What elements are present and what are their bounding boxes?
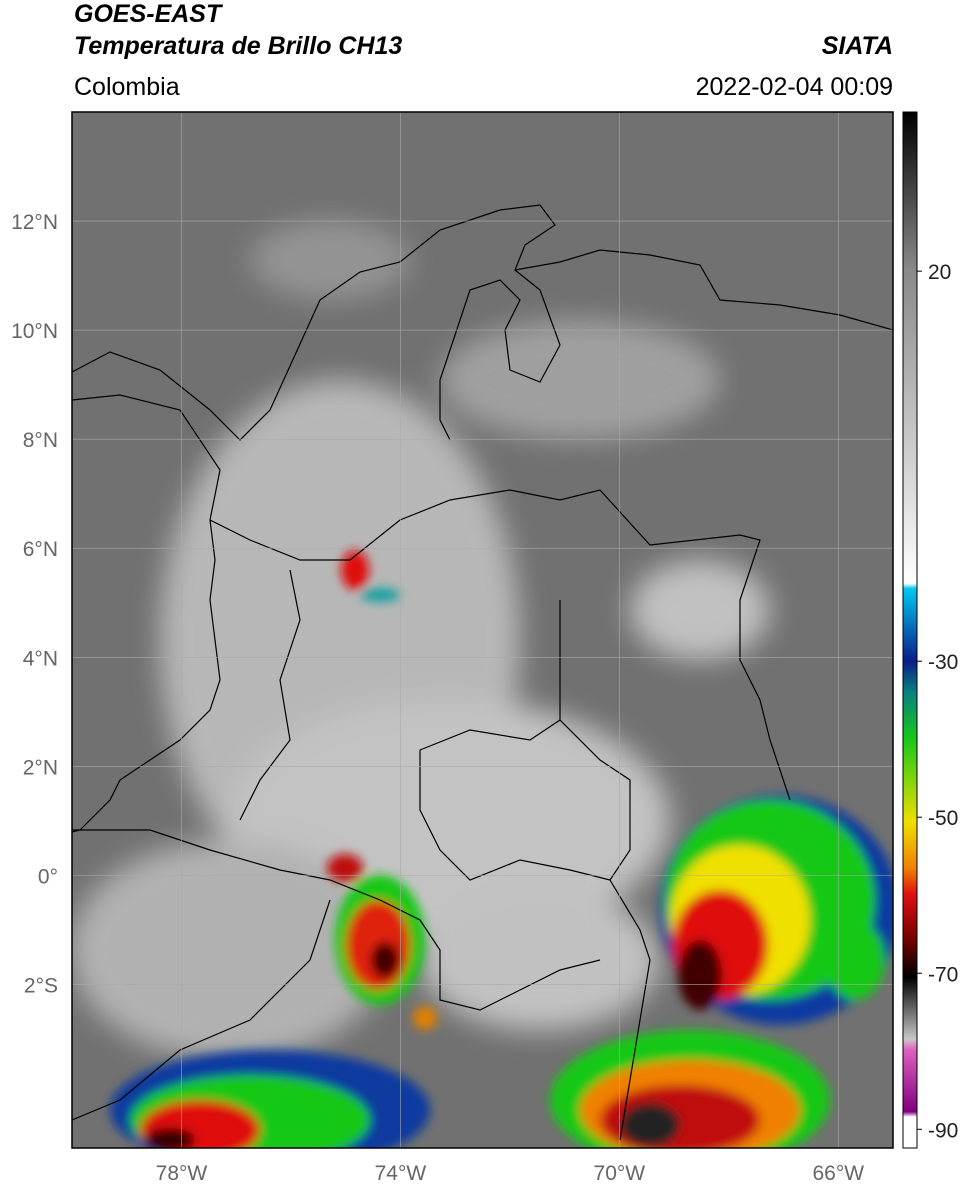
title: GOES-EAST (74, 0, 224, 28)
agency: SIATA (822, 32, 893, 60)
lat-tick-label: 4°N (23, 647, 58, 670)
lon-tick-label: 70°W (594, 1162, 646, 1185)
colorbar-tick-label: 20 (928, 261, 951, 284)
region: Colombia (74, 73, 180, 101)
colorbar-tick-label: -50 (928, 807, 958, 830)
lat-tick-label: 2°S (24, 974, 58, 997)
colorbar-tick-label: -30 (928, 651, 958, 674)
map-frame (71, 111, 894, 1149)
colorbar (902, 111, 918, 1149)
datetime: 2022-02-04 00:09 (696, 73, 893, 101)
tick-layer: 12°N 10°N 8°N 6°N 4°N 2°N 0° 2°S 78°W 74°W 70°W 66°… (11, 211, 958, 1185)
colorbar-tick-label: -70 (928, 963, 958, 986)
lat-tick-label: 0° (38, 865, 58, 888)
lon-tick-label: 74°W (375, 1162, 427, 1185)
lat-tick-label: 8°N (23, 429, 58, 452)
lat-tick-label: 6°N (23, 538, 58, 561)
grid (72, 112, 893, 1148)
subtitle: Temperatura de Brillo CH13 (74, 32, 402, 60)
lon-tick-label: 78°W (156, 1162, 208, 1185)
satellite-image (72, 112, 893, 1148)
lat-tick-label: 10°N (11, 320, 58, 343)
lon-tick-label: 66°W (812, 1162, 864, 1185)
lat-tick-label: 2°N (23, 756, 58, 779)
lat-tick-label: 12°N (11, 211, 58, 234)
colorbar-tick-label: -90 (928, 1119, 958, 1142)
